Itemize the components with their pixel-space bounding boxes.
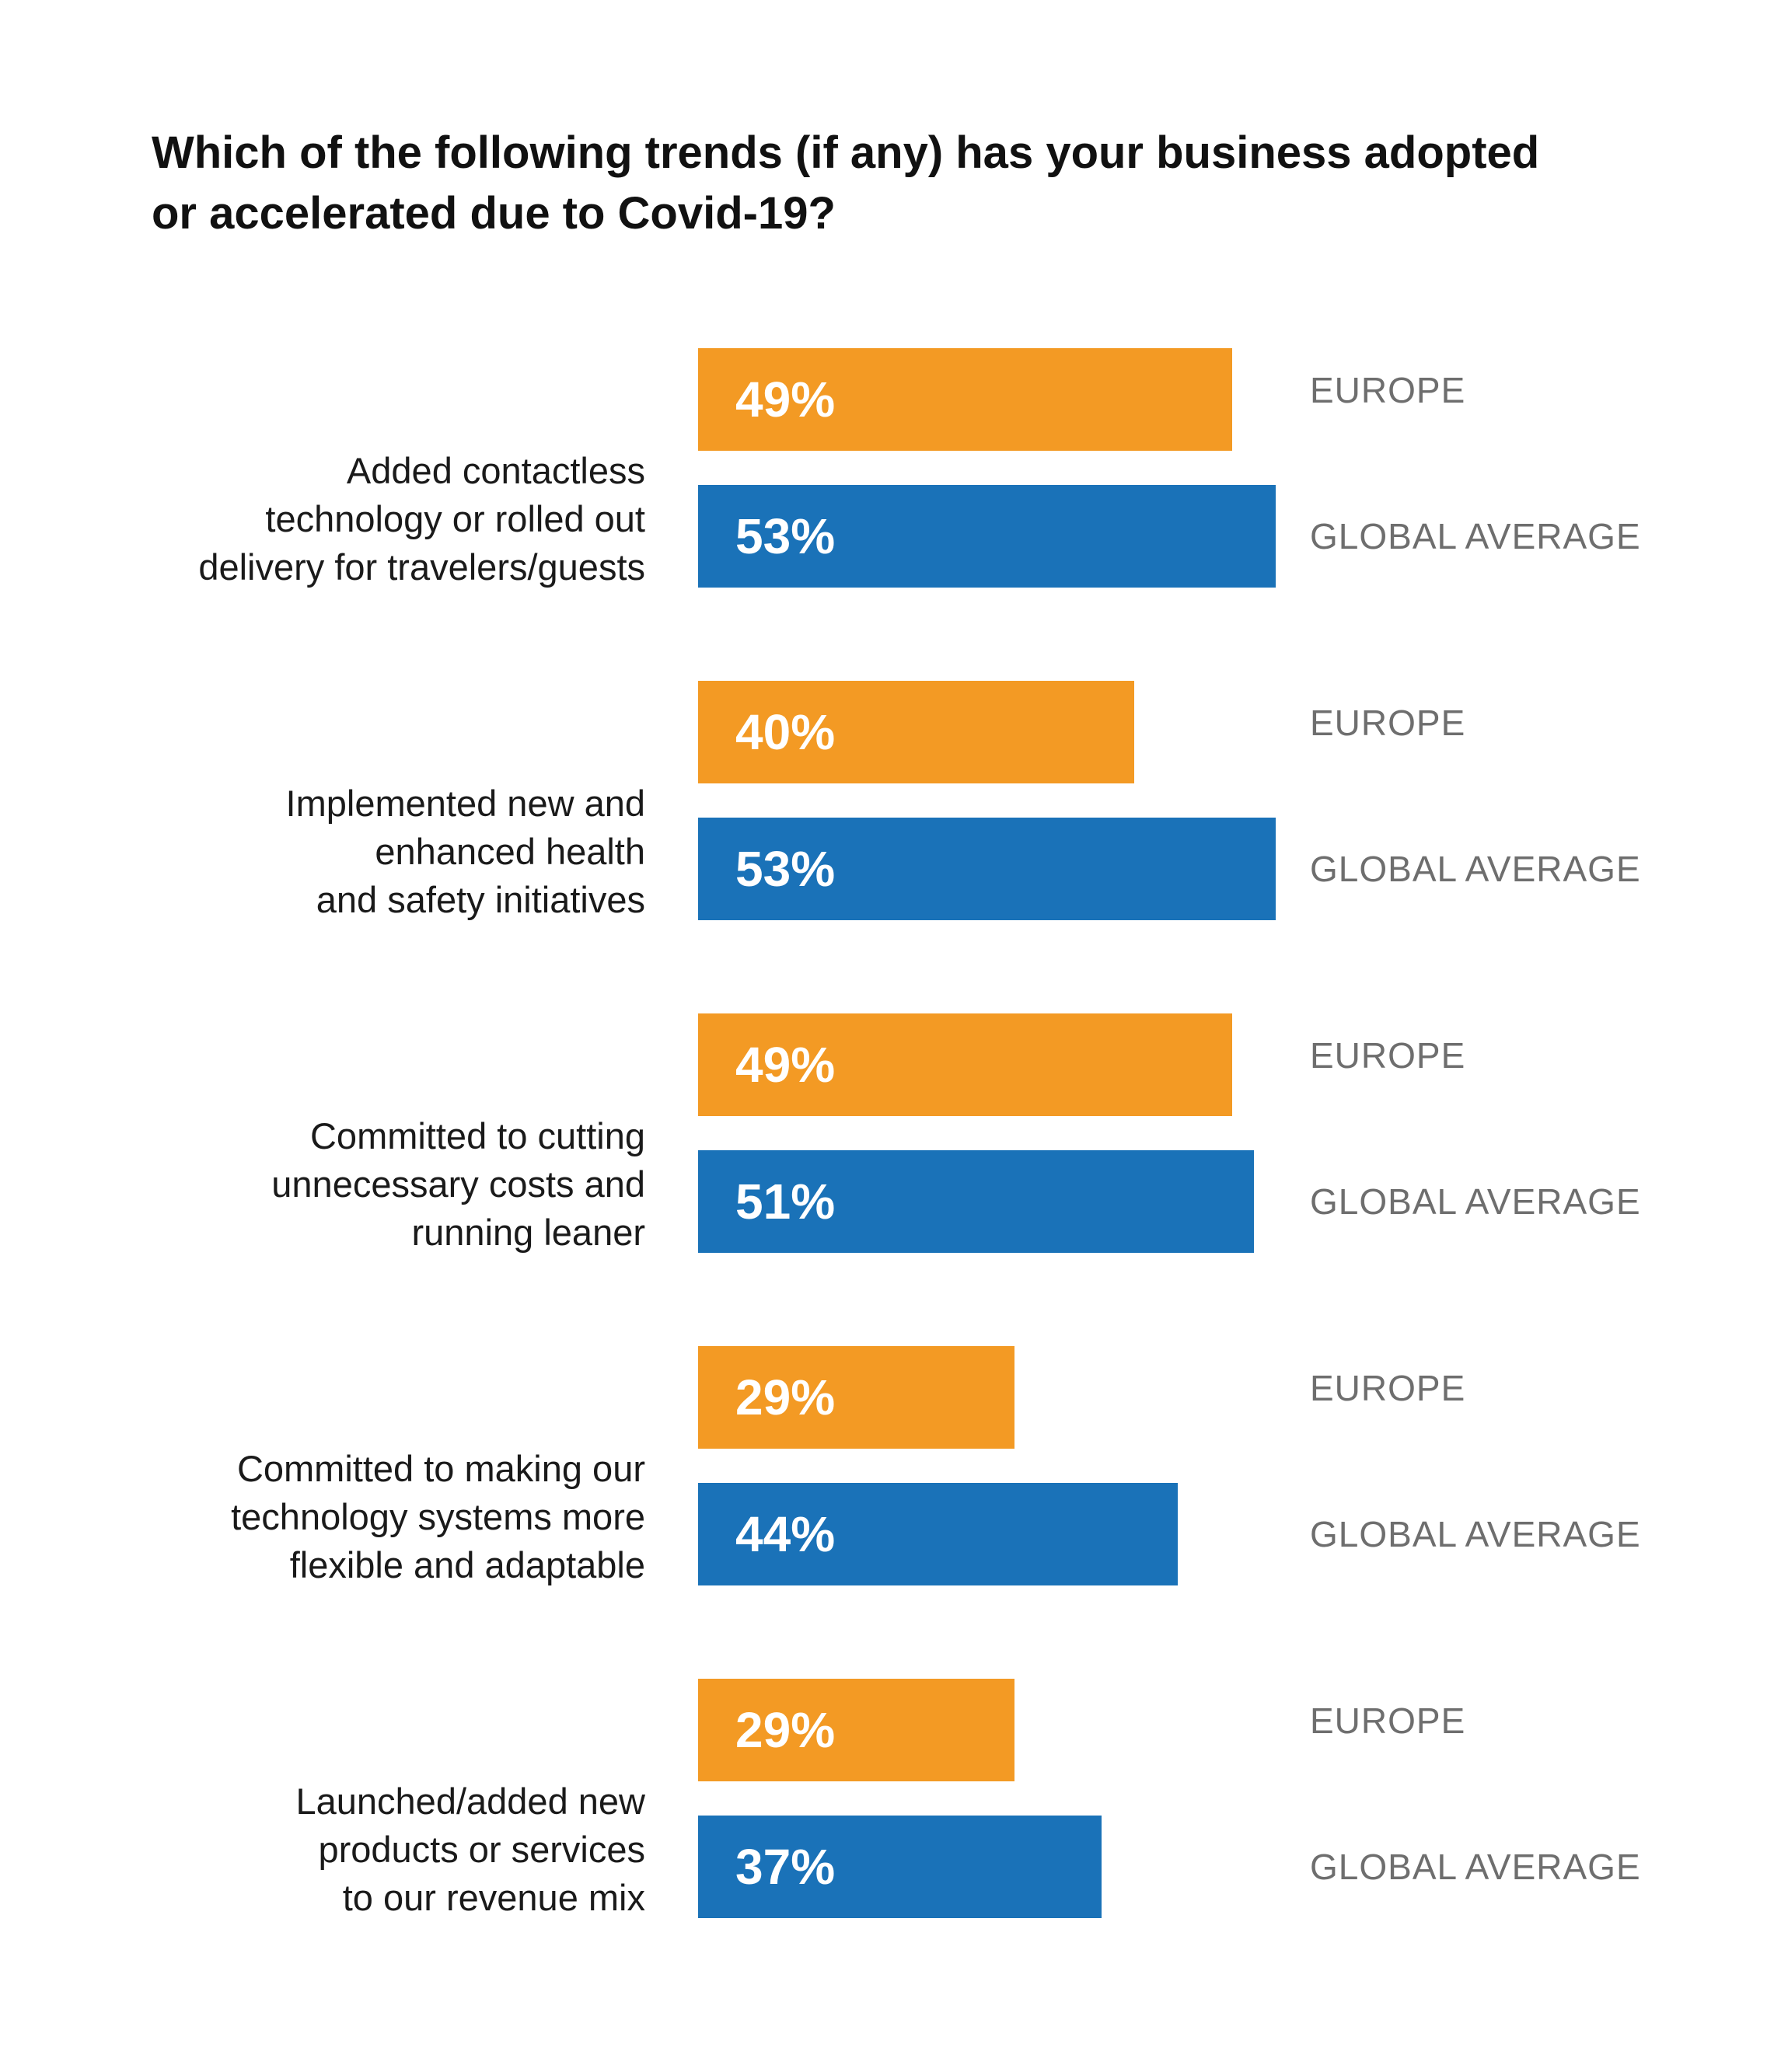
bar-value-label: 44% bbox=[735, 1506, 836, 1562]
series-label: GLOBAL AVERAGE bbox=[1310, 849, 1641, 889]
category-label-line: to our revenue mix bbox=[342, 1877, 645, 1918]
category-label-line: technology systems more bbox=[231, 1496, 645, 1537]
bar-value-label: 29% bbox=[735, 1369, 836, 1425]
bar: 51% bbox=[698, 1150, 1254, 1253]
series-label: EUROPE bbox=[1310, 1701, 1466, 1741]
category-label: Committed to cutting unnecessary costs an… bbox=[78, 1112, 645, 1257]
bar-value-label: 51% bbox=[735, 1174, 836, 1230]
category-label-line: products or services bbox=[318, 1829, 645, 1870]
category-label-line: enhanced health bbox=[375, 831, 645, 872]
category-label-line: delivery for travelers/guests bbox=[198, 546, 645, 588]
series-label: EUROPE bbox=[1310, 1035, 1466, 1076]
bar: 49% bbox=[698, 1013, 1232, 1116]
chart-title: Which of the following trends (if any) h… bbox=[152, 123, 1706, 244]
category-label-line: Committed to cutting bbox=[309, 1115, 645, 1156]
series-label: EUROPE bbox=[1310, 703, 1466, 743]
bar: 29% bbox=[698, 1679, 1014, 1781]
bar-value-label: 40% bbox=[735, 704, 836, 760]
series-label: GLOBAL AVERAGE bbox=[1310, 1847, 1641, 1887]
category-label: Added contactless technology or rolled ou… bbox=[78, 447, 645, 591]
series-label: EUROPE bbox=[1310, 1368, 1466, 1408]
bar-value-label: 49% bbox=[735, 371, 836, 427]
category-label: Committed to making our technology system… bbox=[78, 1445, 645, 1589]
bar-value-label: 53% bbox=[735, 508, 836, 564]
category-label-line: Implemented new and bbox=[285, 783, 645, 824]
bar: 53% bbox=[698, 818, 1276, 920]
category-label: Implemented new and enhanced health and sa… bbox=[78, 780, 645, 924]
category-label-line: Added contactless bbox=[346, 450, 645, 491]
bar: 49% bbox=[698, 348, 1232, 451]
category-label-line: Launched/added new bbox=[295, 1781, 645, 1822]
bar-value-label: 37% bbox=[735, 1839, 836, 1895]
bar-value-label: 53% bbox=[735, 841, 836, 897]
category-label-line: unnecessary costs and bbox=[271, 1163, 645, 1205]
bar-value-label: 29% bbox=[735, 1702, 836, 1758]
bar: 37% bbox=[698, 1816, 1102, 1918]
bar: 29% bbox=[698, 1346, 1014, 1449]
category-label-line: and safety initiatives bbox=[316, 879, 645, 920]
category-label-line: running leaner bbox=[411, 1212, 646, 1253]
bar: 44% bbox=[698, 1483, 1178, 1585]
category-label: Launched/added new products or services to… bbox=[78, 1777, 645, 1922]
bar: 40% bbox=[698, 681, 1134, 783]
bar: 53% bbox=[698, 485, 1276, 588]
category-label-line: flexible and adaptable bbox=[289, 1544, 645, 1585]
category-label-line: Committed to making our bbox=[236, 1448, 645, 1489]
series-label: GLOBAL AVERAGE bbox=[1310, 1514, 1641, 1554]
bar-value-label: 49% bbox=[735, 1037, 836, 1093]
series-label: EUROPE bbox=[1310, 370, 1466, 410]
chart-title-line-1: Which of the following trends (if any) h… bbox=[152, 127, 1540, 178]
category-label-line: technology or rolled out bbox=[265, 498, 645, 539]
series-label: GLOBAL AVERAGE bbox=[1310, 1181, 1641, 1222]
chart-title-line-2: or accelerated due to Covid-19? bbox=[152, 188, 836, 239]
series-label: GLOBAL AVERAGE bbox=[1310, 516, 1641, 556]
